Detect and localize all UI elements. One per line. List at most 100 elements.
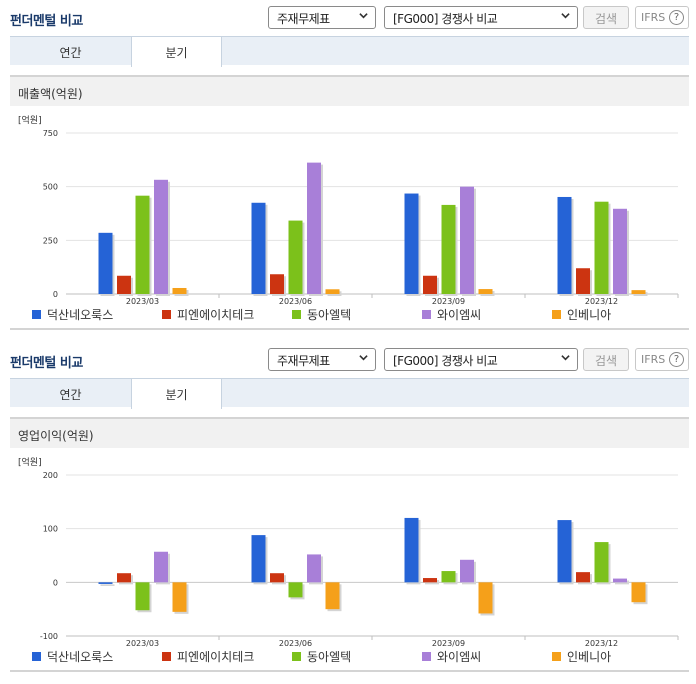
legend-item[interactable]: 동아엘텍 <box>292 306 351 323</box>
bar <box>441 571 456 583</box>
legend-swatch <box>552 310 561 319</box>
legend-label: 와이엠씨 <box>437 650 482 664</box>
bar <box>135 582 150 611</box>
legend-label: 동아엘텍 <box>307 308 352 322</box>
legend-item[interactable]: 피엔에이치테크 <box>162 306 254 323</box>
period-tabs: 연간 분기 <box>10 36 689 67</box>
bar <box>613 208 627 294</box>
group-select-value: [FG000] 경쟁사 비교 <box>393 12 498 26</box>
tab-quarterly[interactable]: 분기 <box>131 37 222 67</box>
y-tick-label: 0 <box>53 578 58 587</box>
bar <box>478 289 493 294</box>
bar <box>478 582 493 614</box>
bar <box>441 204 456 294</box>
legend-label: 피엔에이치테크 <box>177 650 255 664</box>
chevron-down-icon <box>561 13 570 19</box>
operating-profit-chart: [억원] -100 0 100 200 2023/03 2023/06 2023/09 2023… <box>18 456 679 648</box>
chevron-down-icon <box>359 355 368 361</box>
y-unit-label: [억원] <box>18 114 42 126</box>
statement-select-value: 주재무제표 <box>277 12 330 26</box>
bar <box>404 193 419 294</box>
statement-select-value: 주재무제표 <box>277 354 330 368</box>
x-tick-label: 2023/12 <box>585 297 618 306</box>
group-select[interactable]: [FG000] 경쟁사 비교 <box>384 348 578 371</box>
legend-swatch <box>162 310 171 319</box>
bar <box>423 578 437 583</box>
search-button[interactable]: 검색 <box>583 348 629 371</box>
legend-label: 덕산네오룩스 <box>47 650 114 664</box>
bar-shadow <box>615 580 629 585</box>
tab-annual[interactable]: 연간 <box>59 388 82 402</box>
y-tick-label: 750 <box>43 129 58 138</box>
ifrs-label: IFRS <box>641 11 666 24</box>
bar <box>117 573 131 583</box>
legend-item[interactable]: 동아엘텍 <box>292 648 351 665</box>
legend-label: 덕산네오룩스 <box>47 308 114 322</box>
bar <box>423 275 437 294</box>
bar <box>594 542 609 583</box>
legend-item[interactable]: 인베니아 <box>552 648 611 665</box>
group-select-value: [FG000] 경쟁사 비교 <box>393 354 498 368</box>
y-tick-label: 200 <box>43 471 58 480</box>
bar <box>307 554 321 583</box>
period-tabs: 연간 분기 <box>10 378 689 409</box>
bar <box>594 201 609 294</box>
legend-swatch <box>162 652 171 661</box>
tab-quarterly[interactable]: 분기 <box>131 379 222 409</box>
divider <box>10 328 689 330</box>
ifrs-help-button[interactable]: IFRS ? <box>635 348 689 371</box>
x-tick-label: 2023/09 <box>432 297 465 306</box>
search-button[interactable]: 검색 <box>583 6 629 29</box>
statement-select[interactable]: 주재무제표 <box>268 348 376 371</box>
bar <box>98 582 113 584</box>
bar <box>576 268 590 294</box>
ifrs-help-button[interactable]: IFRS ? <box>635 6 689 29</box>
x-tick-label: 2023/06 <box>279 297 312 306</box>
legend-item[interactable]: 덕산네오룩스 <box>32 306 113 323</box>
bar <box>557 520 572 583</box>
y-unit-label: [억원] <box>18 456 42 468</box>
x-tick-label: 2023/03 <box>126 297 159 306</box>
chevron-down-icon <box>359 13 368 19</box>
revenue-chart: [억원] 0 250 500 750 2023/03 2023/06 2023/09 2023/… <box>18 114 679 306</box>
bar <box>307 162 321 294</box>
legend-item[interactable]: 와이엠씨 <box>422 648 481 665</box>
legend-swatch <box>292 652 301 661</box>
legend-item[interactable]: 덕산네오룩스 <box>32 648 113 665</box>
legend-label: 동아엘텍 <box>307 650 352 664</box>
legend-item[interactable]: 인베니아 <box>552 306 611 323</box>
y-tick-label: 500 <box>43 183 58 192</box>
bar <box>270 274 284 294</box>
chart-title: 매출액(억원) <box>10 75 689 106</box>
bar <box>325 289 340 294</box>
bar <box>172 582 187 612</box>
bar <box>135 195 150 294</box>
bar <box>98 232 113 294</box>
tab-annual[interactable]: 연간 <box>59 46 82 60</box>
legend-label: 와이엠씨 <box>437 308 482 322</box>
help-icon: ? <box>669 10 684 25</box>
bar <box>270 573 284 583</box>
page-title: 펀더멘털 비교 <box>10 356 83 371</box>
bar <box>576 572 590 583</box>
legend-label: 인베니아 <box>567 308 612 322</box>
page-title: 펀더멘털 비교 <box>10 14 83 29</box>
legend-item[interactable]: 와이엠씨 <box>422 306 481 323</box>
x-tick-label: 2023/03 <box>126 639 159 648</box>
legend-swatch <box>422 310 431 319</box>
legend-label: 인베니아 <box>567 650 612 664</box>
legend-swatch <box>422 652 431 661</box>
legend-swatch <box>292 310 301 319</box>
legend-item[interactable]: 피엔에이치테크 <box>162 648 254 665</box>
bar <box>631 290 646 294</box>
group-select[interactable]: [FG000] 경쟁사 비교 <box>384 6 578 29</box>
ifrs-label: IFRS <box>641 353 666 366</box>
x-tick-label: 2023/09 <box>432 639 465 648</box>
bar <box>251 535 266 583</box>
panel-header: 펀더멘털 비교 주재무제표 [FG000] 경쟁사 비교 검색 IFRS ? <box>0 342 696 376</box>
legend-swatch <box>32 652 41 661</box>
statement-select[interactable]: 주재무제표 <box>268 6 376 29</box>
bar <box>154 179 168 294</box>
bar <box>172 287 187 294</box>
y-tick-label: 250 <box>43 236 58 245</box>
